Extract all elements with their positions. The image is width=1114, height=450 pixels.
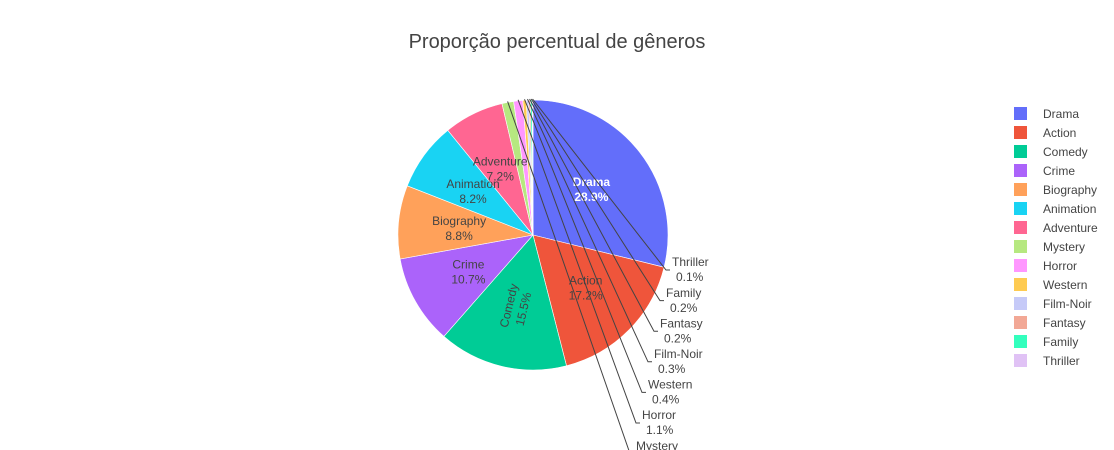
legend-label: Action — [1043, 125, 1077, 140]
pie-slice-comedy[interactable] — [443, 234, 567, 371]
legend-label: Film-Noir — [1043, 296, 1092, 311]
legend-item-animation[interactable]: Animation — [1014, 199, 1098, 218]
legend-item-action[interactable]: Action — [1014, 123, 1098, 142]
slice-label-horror: Horror 1.1% — [642, 408, 676, 437]
leader-line-film-noir — [527, 98, 652, 363]
slice-label-animation: Animation 8.2% — [446, 177, 499, 206]
legend-label: Horror — [1043, 258, 1078, 273]
slice-label-biography: Biography 8.8% — [432, 214, 486, 243]
legend-swatch — [1014, 240, 1027, 253]
pie-slice-crime[interactable] — [399, 234, 534, 337]
leader-line-family — [530, 98, 664, 302]
legend-item-western[interactable]: Western — [1014, 275, 1098, 294]
legend-item-mystery[interactable]: Mystery — [1014, 237, 1098, 256]
legend-swatch — [1014, 354, 1027, 367]
legend-item-fantasy[interactable]: Fantasy — [1014, 313, 1098, 332]
slice-label-adventure: Adventure 7.2% — [473, 154, 528, 183]
slice-label-mystery: Mystery — [636, 439, 678, 450]
legend-item-film-noir[interactable]: Film-Noir — [1014, 294, 1098, 313]
legend-swatch — [1014, 335, 1027, 348]
legend: Drama Action Comedy Crime Biography Animation… — [1014, 104, 1098, 370]
pie-slice-drama[interactable] — [532, 99, 669, 268]
legend-label: Crime — [1043, 163, 1075, 178]
legend-label: Animation — [1043, 201, 1097, 216]
legend-item-drama[interactable]: Drama — [1014, 104, 1098, 123]
legend-item-comedy[interactable]: Comedy — [1014, 142, 1098, 161]
slice-label-thriller: Thriller 0.1% — [672, 255, 709, 284]
slice-label-family: Family 0.2% — [666, 286, 701, 315]
chart-title: Proporção percentual de gêneros — [408, 31, 706, 53]
legend-item-horror[interactable]: Horror — [1014, 256, 1098, 275]
leader-line-western — [524, 99, 646, 393]
legend-swatch — [1014, 164, 1027, 177]
leader-line-horror — [517, 99, 640, 424]
legend-label: Biography — [1043, 182, 1098, 197]
slice-label-film-noir: Film-Noir 0.3% — [654, 347, 703, 376]
slice-label-western: Western 0.4% — [648, 378, 692, 407]
legend-label: Thriller — [1043, 353, 1080, 368]
leader-line-thriller — [532, 98, 670, 271]
legend-swatch — [1014, 202, 1027, 215]
leader-line-mystery — [507, 101, 630, 450]
legend-swatch — [1014, 145, 1027, 158]
legend-label: Drama — [1043, 106, 1080, 121]
slice-label-crime: Crime 10.7% — [451, 258, 485, 287]
legend-item-family[interactable]: Family — [1014, 332, 1098, 351]
legend-swatch — [1014, 183, 1027, 196]
legend-item-adventure[interactable]: Adventure — [1014, 218, 1098, 237]
legend-item-biography[interactable]: Biography — [1014, 180, 1098, 199]
legend-swatch — [1014, 297, 1027, 310]
legend-label: Comedy — [1043, 144, 1088, 159]
legend-swatch — [1014, 126, 1027, 139]
slice-label-action: Action 17.2% — [569, 273, 603, 302]
legend-swatch — [1014, 316, 1027, 329]
slice-label-fantasy: Fantasy 0.2% — [660, 316, 703, 345]
legend-label: Fantasy — [1043, 315, 1086, 330]
legend-swatch — [1014, 259, 1027, 272]
legend-label: Family — [1043, 334, 1079, 349]
legend-item-thriller[interactable]: Thriller — [1014, 351, 1098, 370]
legend-swatch — [1014, 107, 1027, 120]
legend-swatch — [1014, 278, 1027, 291]
legend-item-crime[interactable]: Crime — [1014, 161, 1098, 180]
leader-line-fantasy — [529, 98, 658, 332]
legend-swatch — [1014, 221, 1027, 234]
legend-label: Adventure — [1043, 220, 1098, 235]
legend-label: Western — [1043, 277, 1088, 292]
legend-label: Mystery — [1043, 239, 1085, 254]
